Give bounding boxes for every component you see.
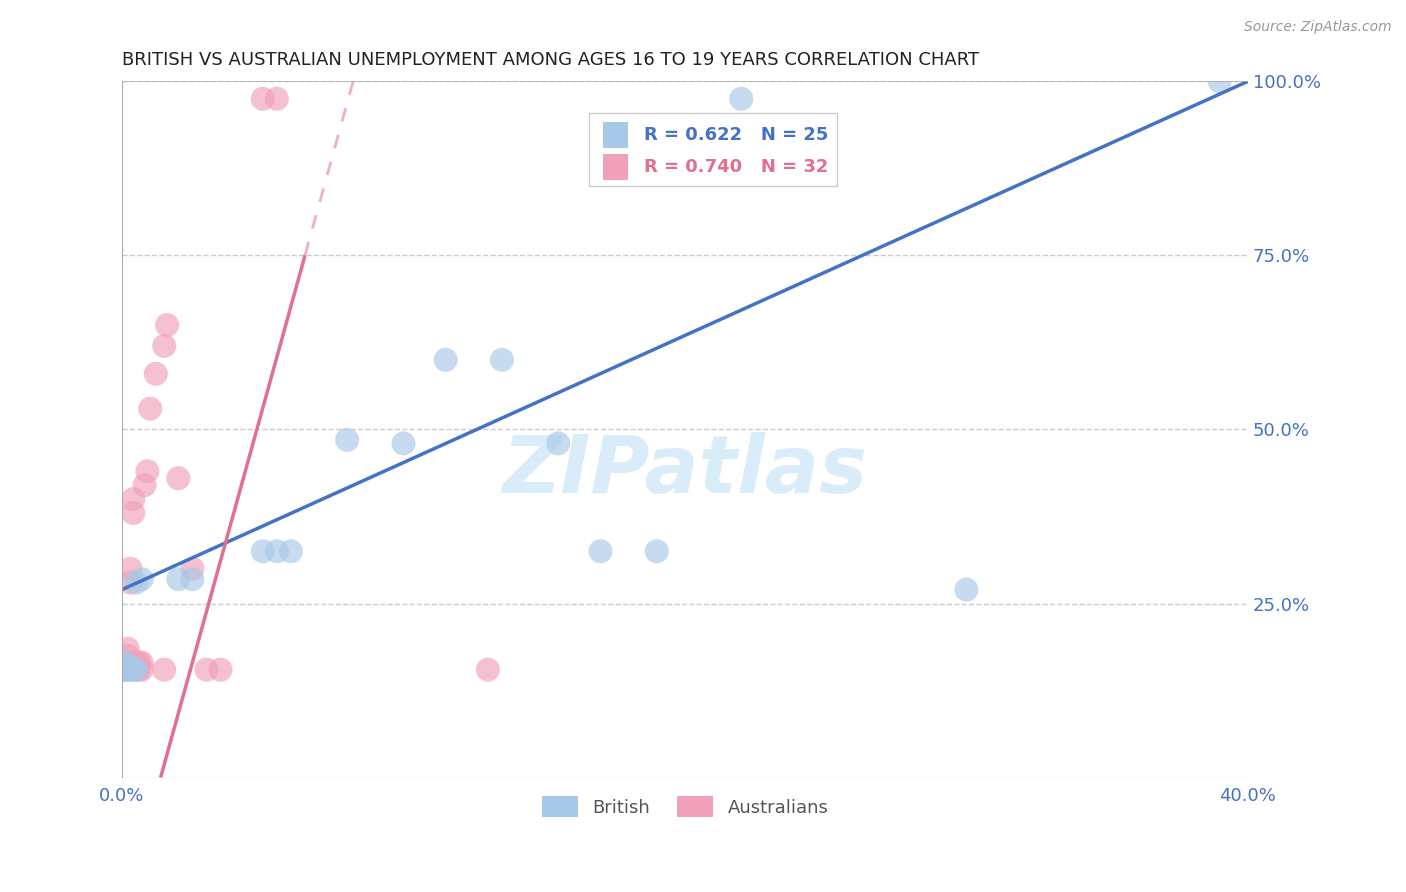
- Point: [181, 562, 204, 576]
- Point: [128, 656, 150, 670]
- Point: [336, 433, 359, 447]
- Point: [117, 656, 139, 670]
- Point: [125, 575, 148, 590]
- Point: [122, 492, 145, 507]
- Point: [120, 575, 142, 590]
- FancyBboxPatch shape: [603, 121, 627, 148]
- FancyBboxPatch shape: [589, 112, 837, 186]
- Point: [181, 572, 204, 586]
- Point: [547, 436, 569, 450]
- Point: [114, 659, 136, 673]
- Point: [117, 659, 139, 673]
- Point: [117, 663, 139, 677]
- Point: [645, 544, 668, 558]
- Point: [167, 471, 190, 485]
- Point: [145, 367, 167, 381]
- Point: [477, 663, 499, 677]
- Point: [139, 401, 162, 416]
- Point: [117, 659, 139, 673]
- Point: [434, 352, 457, 367]
- Point: [266, 92, 288, 106]
- Point: [120, 659, 142, 673]
- Text: ZIPatlas: ZIPatlas: [502, 433, 868, 510]
- Point: [153, 339, 176, 353]
- Point: [114, 663, 136, 677]
- Text: R = 0.740   N = 32: R = 0.740 N = 32: [644, 158, 828, 176]
- Point: [195, 663, 218, 677]
- Point: [120, 562, 142, 576]
- Point: [114, 656, 136, 670]
- Point: [280, 544, 302, 558]
- Point: [730, 92, 752, 106]
- Point: [125, 663, 148, 677]
- Point: [491, 352, 513, 367]
- Point: [153, 663, 176, 677]
- Point: [1208, 74, 1230, 88]
- Point: [131, 663, 153, 677]
- Point: [114, 663, 136, 677]
- Point: [117, 648, 139, 663]
- Point: [252, 544, 274, 558]
- Text: R = 0.622   N = 25: R = 0.622 N = 25: [644, 126, 828, 144]
- Point: [128, 663, 150, 677]
- Point: [167, 572, 190, 586]
- Point: [131, 572, 153, 586]
- Point: [134, 478, 156, 492]
- Point: [122, 506, 145, 520]
- Legend: British, Australians: British, Australians: [534, 789, 835, 824]
- FancyBboxPatch shape: [603, 153, 627, 180]
- Text: Source: ZipAtlas.com: Source: ZipAtlas.com: [1244, 20, 1392, 34]
- Point: [392, 436, 415, 450]
- Point: [117, 663, 139, 677]
- Point: [125, 663, 148, 677]
- Text: BRITISH VS AUSTRALIAN UNEMPLOYMENT AMONG AGES 16 TO 19 YEARS CORRELATION CHART: BRITISH VS AUSTRALIAN UNEMPLOYMENT AMONG…: [122, 51, 979, 69]
- Point: [114, 656, 136, 670]
- Point: [136, 464, 159, 478]
- Point: [131, 656, 153, 670]
- Point: [156, 318, 179, 332]
- Point: [117, 641, 139, 656]
- Point: [209, 663, 232, 677]
- Point: [252, 92, 274, 106]
- Point: [120, 663, 142, 677]
- Point: [589, 544, 612, 558]
- Point: [266, 544, 288, 558]
- Point: [955, 582, 977, 597]
- Point: [122, 663, 145, 677]
- Point: [125, 656, 148, 670]
